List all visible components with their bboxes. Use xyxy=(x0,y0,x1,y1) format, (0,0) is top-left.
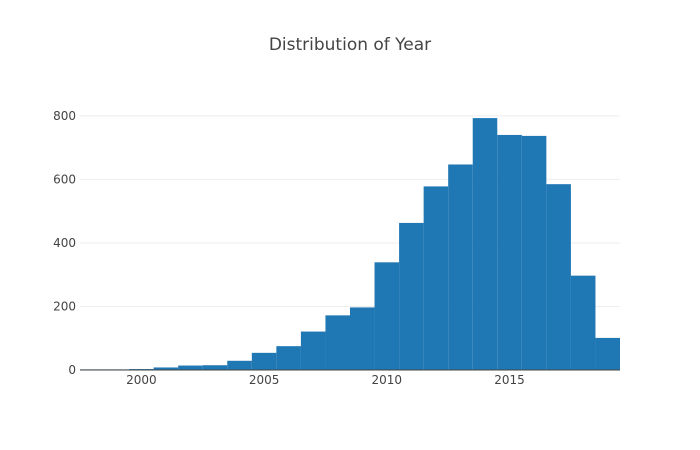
histogram-bar[interactable] xyxy=(399,222,424,370)
histogram-bar[interactable] xyxy=(521,135,547,370)
y-tick-label: 600 xyxy=(53,172,76,186)
histogram-bar[interactable] xyxy=(251,352,277,370)
histogram-bar[interactable] xyxy=(546,184,571,370)
histogram-bar[interactable] xyxy=(497,134,522,370)
x-tick-label: 2005 xyxy=(249,373,280,387)
y-tick-label: 800 xyxy=(53,109,76,123)
histogram-bar[interactable] xyxy=(300,331,326,370)
histogram-bar[interactable] xyxy=(153,367,179,370)
histogram-bar[interactable] xyxy=(178,365,203,370)
y-tick-label: 0 xyxy=(68,363,76,377)
y-tick-label: 200 xyxy=(53,299,76,313)
histogram-bar[interactable] xyxy=(276,346,301,370)
x-tick-label: 2000 xyxy=(126,373,157,387)
histogram-bar[interactable] xyxy=(570,275,596,370)
histogram-bar[interactable] xyxy=(448,164,473,370)
histogram-bars xyxy=(80,118,620,370)
histogram-bar[interactable] xyxy=(227,360,252,370)
x-tick-label: 2015 xyxy=(494,373,525,387)
histogram-bar[interactable] xyxy=(202,365,228,370)
histogram-bar[interactable] xyxy=(325,315,350,370)
axes: 0 200 400 600 800 2000 2005 2010 2015 xyxy=(53,109,620,387)
x-tick-label: 2010 xyxy=(372,373,403,387)
histogram-bar[interactable] xyxy=(472,118,498,370)
histogram-bar[interactable] xyxy=(423,186,449,370)
y-tick-label: 400 xyxy=(53,236,76,250)
chart-title: Distribution of Year xyxy=(269,35,431,55)
histogram-bar[interactable] xyxy=(374,262,400,370)
histogram-bar[interactable] xyxy=(595,337,620,370)
histogram-bar[interactable] xyxy=(350,307,375,370)
